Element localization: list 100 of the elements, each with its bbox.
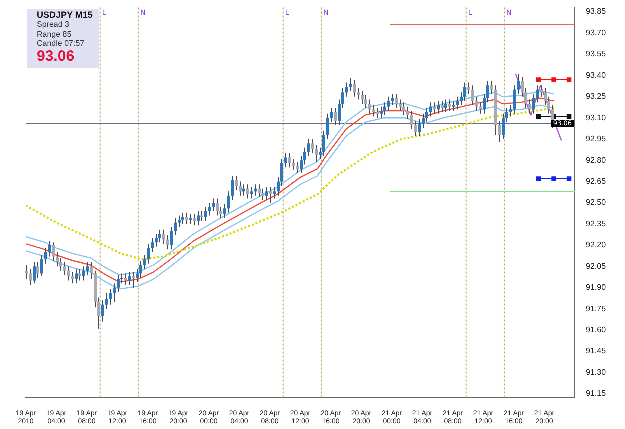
candlestick [63,262,66,276]
candlestick [86,262,89,276]
candlestick [132,272,135,288]
candlestick [467,82,470,95]
candlestick [383,102,386,116]
candlestick [357,88,360,100]
y-tick-label: 92.05 [586,262,607,271]
candlestick [349,78,352,92]
candlestick [200,210,203,222]
point [552,78,556,82]
candlestick [78,268,81,282]
candlestick [162,229,165,245]
candlestick [288,152,291,168]
candlestick [345,82,348,98]
candlestick [82,266,85,282]
y-tick-label: 91.45 [586,346,607,356]
candlestick [372,104,375,118]
candlestick [105,293,108,310]
candlestick [40,254,43,278]
y-tick-label: 92.50 [586,198,607,208]
candlestick [101,300,104,322]
candlestick [117,274,120,293]
candlestick [52,242,55,262]
candlestick [235,176,238,191]
candlestick [44,248,47,264]
candlestick [471,85,474,106]
y-tick-label: 92.95 [586,134,607,144]
candlestick [406,106,409,120]
candlestick [444,99,447,113]
candlestick [29,268,32,286]
candlestick [258,184,261,198]
candlestick [212,198,215,212]
y-tick-label: 91.15 [586,389,607,398]
candlestick [307,138,310,157]
y-tick-label: 93.55 [586,50,607,59]
candlestick [155,234,158,248]
candlestick [128,272,131,286]
candlestick [36,262,39,278]
candlestick [174,218,177,236]
candlestick [326,113,329,140]
candlestick [75,268,78,284]
candlestick [181,212,184,225]
candlestick [513,85,516,114]
candlestick [387,96,390,112]
candlestick [376,108,379,119]
y-tick-label: 93.25 [586,92,607,102]
point [566,78,572,82]
candlestick [204,206,207,222]
candlestick [418,119,421,138]
candlestick [143,254,146,270]
candlestick [246,184,249,200]
candlestick [239,181,242,196]
point [566,176,572,182]
candlestick [223,204,226,220]
annotation: 93.06 [37,48,76,65]
candlestick [71,272,74,284]
candlestick [250,186,253,200]
candlestick [166,235,169,250]
candlestick [315,144,318,162]
candlestick [269,186,272,204]
candlestick [67,266,70,282]
candlestick [490,80,493,95]
y-tick-label: 91.90 [586,283,607,292]
candlestick [48,240,51,258]
candlestick [189,214,192,225]
y-tick-label: 93.10 [586,113,607,122]
candlestick [56,252,59,268]
y-tick-label: 91.75 [586,304,607,314]
candlestick [216,198,219,216]
candlestick [124,273,127,286]
candlestick [452,100,455,112]
candlestick [353,79,356,98]
candlestick [517,74,520,95]
candlestick [437,100,440,114]
point [566,114,572,120]
candlestick [536,85,539,104]
candlestick [330,108,333,123]
candlestick [261,188,264,201]
candlestick [296,161,299,174]
candlestick [227,191,230,214]
y-tick-label: 91.60 [586,326,607,335]
point [536,114,542,120]
point [536,78,542,82]
y-tick-label: 92.20 [586,240,607,250]
candlestick [265,186,268,201]
candlestick [532,94,535,114]
candlestick [429,102,432,118]
y-tick-label: 93.70 [586,28,607,38]
candlestick [402,102,405,116]
candlestick [311,138,314,154]
candlestick [380,106,383,119]
candlestick [90,262,93,280]
candlestick [139,260,142,278]
candlestick [368,99,371,114]
candlestick [399,99,402,112]
candlestick [410,110,413,130]
annotation: Range 85 [37,30,73,40]
point [552,176,556,182]
candlestick [158,229,161,244]
candlestick [147,244,150,264]
